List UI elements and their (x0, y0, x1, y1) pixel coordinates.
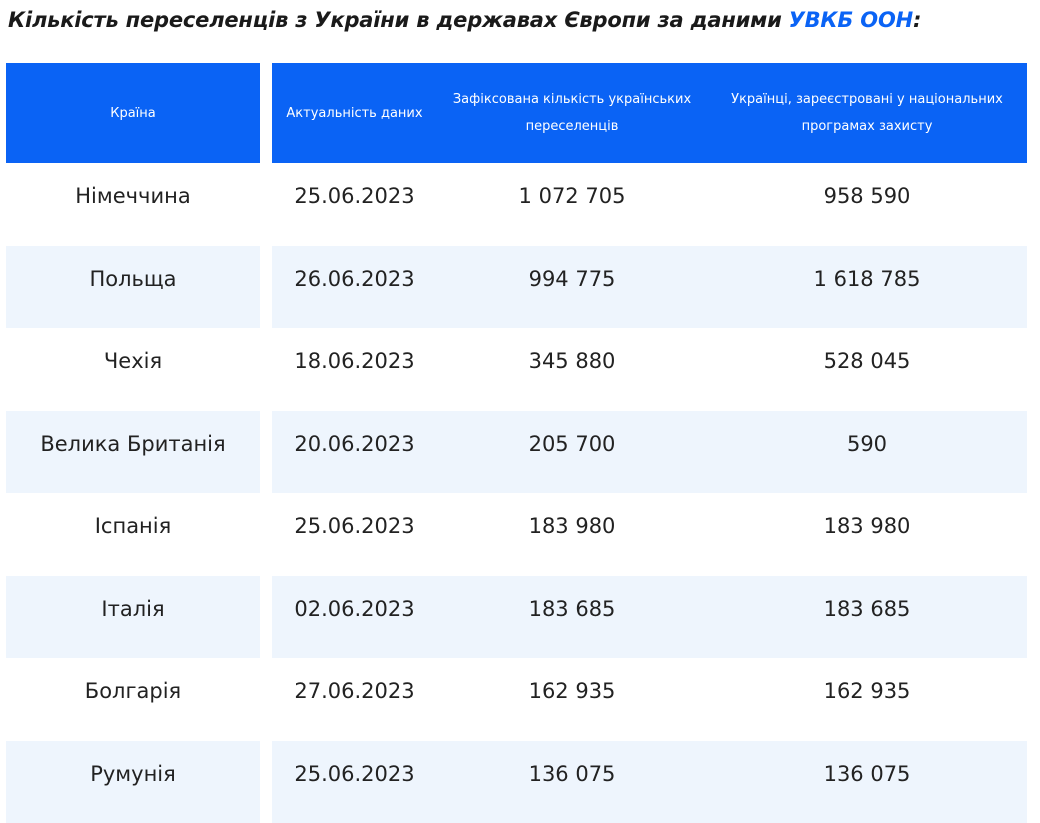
table-cell: 25.06.2023 (272, 733, 437, 816)
table-cell: 183 685 (437, 568, 707, 651)
table-cell: 183 685 (707, 568, 1027, 651)
table-cell: 162 935 (437, 650, 707, 733)
table-cell: 1 072 705 (437, 155, 707, 238)
table-cell: 183 980 (437, 485, 707, 568)
table-cell: Румунія (6, 733, 260, 816)
table-cell: 26.06.2023 (272, 238, 437, 321)
table-cell: 345 880 (437, 320, 707, 403)
table-cell: 27.06.2023 (272, 650, 437, 733)
table-cell: 25.06.2023 (272, 155, 437, 238)
table-cell: 528 045 (707, 320, 1027, 403)
table-cell: 25.06.2023 (272, 485, 437, 568)
table-cell: 183 980 (707, 485, 1027, 568)
table-cell: Болгарія (6, 650, 260, 733)
table-cell: 958 590 (707, 155, 1027, 238)
table-cell: 1 618 785 (707, 238, 1027, 321)
header-cell: Країна (6, 63, 260, 163)
table-cell: Польща (6, 238, 260, 321)
source-link[interactable]: УВКБ ООН (789, 8, 913, 32)
table-cell: 20.06.2023 (272, 403, 437, 486)
table-cell: Іспанія (6, 485, 260, 568)
title-text: Кількість переселенців з України в держа… (8, 8, 782, 32)
table-cell: Італія (6, 568, 260, 651)
table-cell: 205 700 (437, 403, 707, 486)
header-cell: Зафіксована кількість українських пересе… (437, 63, 707, 163)
table-cell: Чехія (6, 320, 260, 403)
table-cell: 136 075 (707, 733, 1027, 816)
table-cell: 590 (707, 403, 1027, 486)
title-end: : (913, 8, 921, 32)
table-cell: 02.06.2023 (272, 568, 437, 651)
table-cell: 18.06.2023 (272, 320, 437, 403)
header-cell: Актуальність даних (272, 63, 437, 163)
table-cell: Велика Британія (6, 403, 260, 486)
table-cell: 162 935 (707, 650, 1027, 733)
table-cell: 994 775 (437, 238, 707, 321)
table-cell: 136 075 (437, 733, 707, 816)
title: Кількість переселенців з України в держа… (8, 8, 921, 32)
header-cell: Українці, зареєстровані у національних п… (707, 63, 1027, 163)
table-cell: Німеччина (6, 155, 260, 238)
